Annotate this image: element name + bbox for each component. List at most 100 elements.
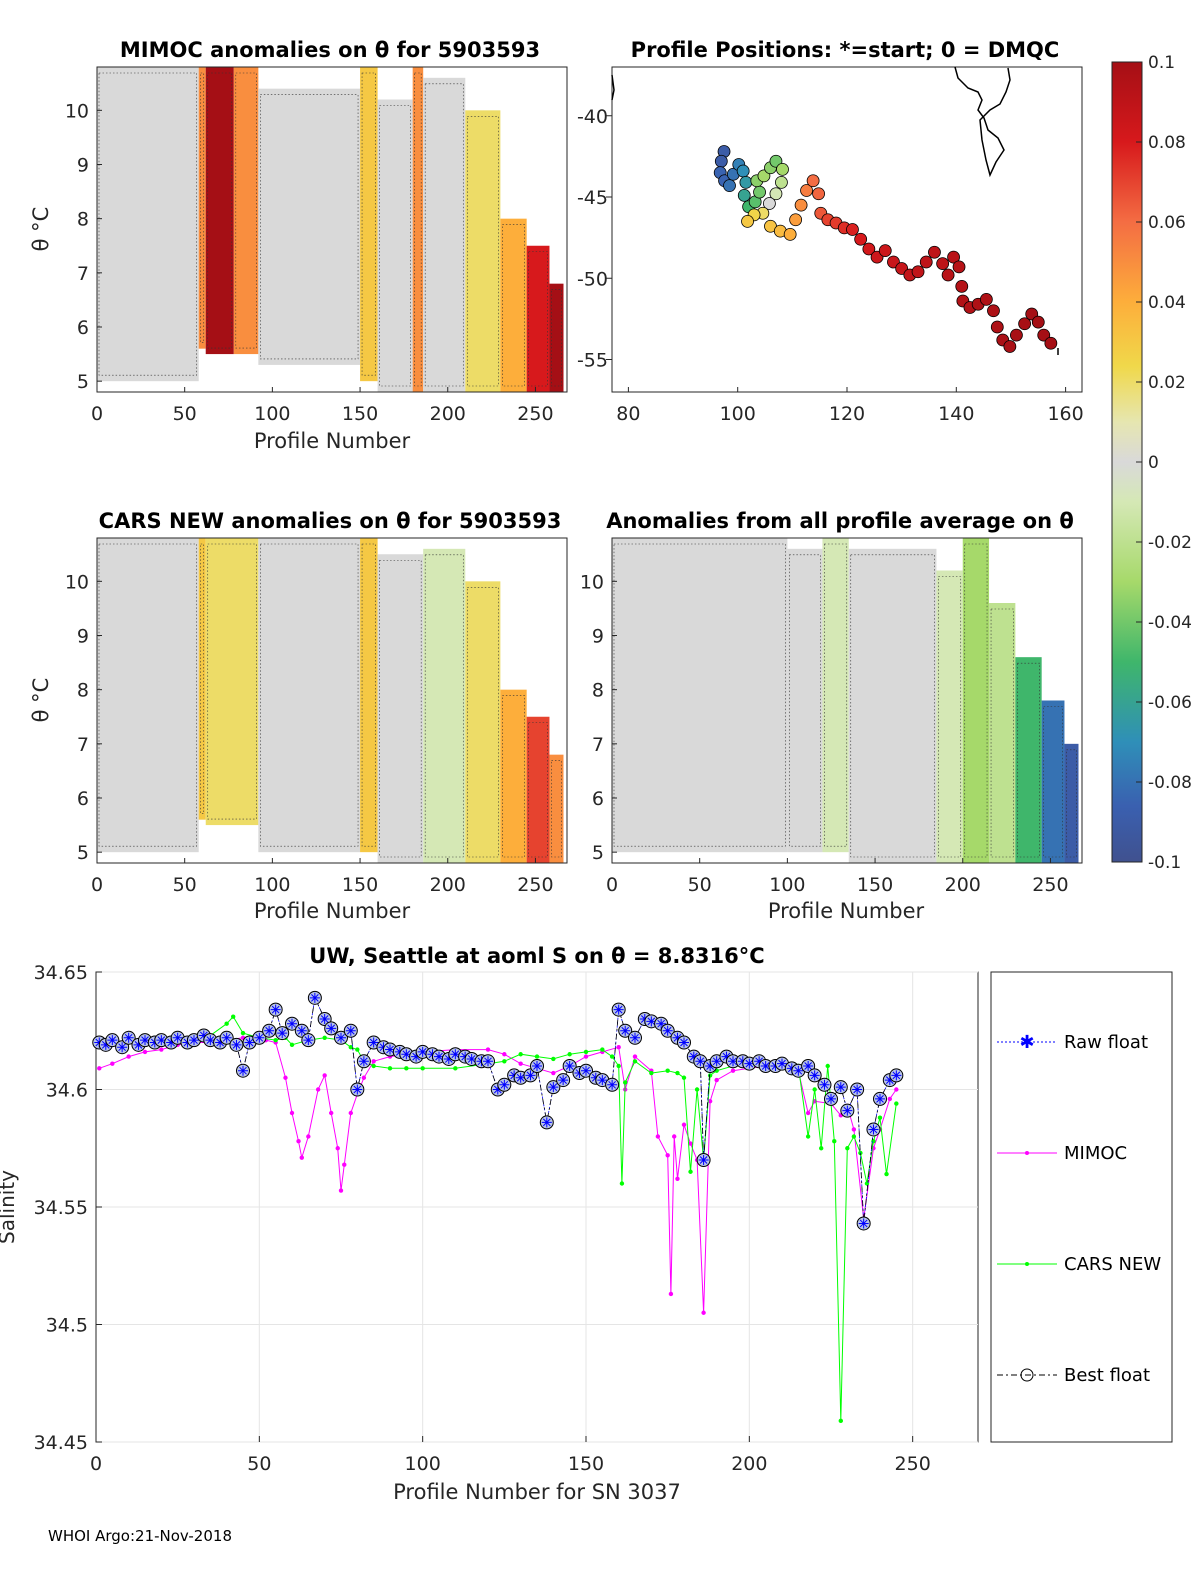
x-tick-label: 50 xyxy=(173,403,197,425)
raw-float-point xyxy=(721,1051,732,1062)
y-tick-label: -40 xyxy=(577,106,608,128)
series-point xyxy=(675,1070,680,1076)
series-point xyxy=(851,1127,857,1132)
series-point xyxy=(342,1162,347,1167)
raw-float-point xyxy=(777,1058,787,1069)
raw-float-point xyxy=(336,1032,346,1043)
raw-float-point xyxy=(819,1079,830,1090)
raw-float-point xyxy=(656,1018,667,1029)
position-point xyxy=(947,250,960,264)
series-point xyxy=(805,1110,811,1116)
position-point xyxy=(783,227,797,241)
series-point xyxy=(567,1052,572,1057)
legend-best-float: Best float xyxy=(997,1365,1150,1386)
y-tick-label: 8 xyxy=(77,680,89,702)
series-point xyxy=(665,1153,670,1158)
heatmap-cell xyxy=(412,67,424,392)
y-tick-label: 9 xyxy=(77,155,89,177)
raw-float-point xyxy=(434,1051,444,1062)
raw-float-point xyxy=(835,1082,846,1093)
raw-float-point xyxy=(499,1079,510,1090)
position-point xyxy=(739,175,753,189)
heatmap-cell xyxy=(198,67,206,349)
cars-panel: CARS NEW anomalies on θ for 5903593 0 50 1… xyxy=(29,509,568,923)
raw-float-point xyxy=(133,1039,144,1050)
raw-float-point xyxy=(352,1084,363,1095)
x-tick-label: 0 xyxy=(91,403,103,425)
series-point xyxy=(371,1063,376,1069)
heatmap-cell xyxy=(423,77,466,392)
raw-float-point xyxy=(620,1025,631,1036)
position-point xyxy=(762,197,776,210)
contour-line xyxy=(260,543,359,847)
raw-float-point xyxy=(277,1028,288,1039)
raw-float-point xyxy=(215,1037,226,1048)
position-point xyxy=(775,175,788,189)
x-tick-label: 250 xyxy=(895,1453,931,1475)
x-tick-label: 50 xyxy=(247,1453,271,1475)
contour-line xyxy=(502,695,525,858)
series-point xyxy=(420,1066,425,1071)
series-point xyxy=(322,1073,327,1078)
series-point xyxy=(518,1061,523,1066)
series-point xyxy=(299,1155,304,1160)
series-point xyxy=(583,1049,589,1055)
series-point xyxy=(338,1188,344,1193)
contour-line xyxy=(1017,662,1040,858)
series-point xyxy=(329,1110,334,1116)
salinity-grid xyxy=(96,971,978,1443)
raw-float-point xyxy=(803,1061,814,1071)
raw-float-point xyxy=(238,1065,248,1076)
raw-float-point xyxy=(809,1070,820,1081)
series-point xyxy=(159,1047,164,1052)
mimoc-panel: MIMOC anomalies on θ for 5903593 0 50 100 1… xyxy=(29,38,568,453)
heatmap-cell xyxy=(205,538,259,826)
series-point xyxy=(534,1054,540,1059)
heatmap-cell xyxy=(205,67,234,355)
series-point xyxy=(665,1068,670,1073)
raw-float-point xyxy=(558,1075,569,1086)
contour-line xyxy=(502,224,525,387)
series-point xyxy=(623,1080,628,1085)
raw-float-point xyxy=(728,1056,738,1067)
raw-float-point xyxy=(205,1035,216,1046)
x-tick-label: 250 xyxy=(1032,874,1068,896)
series-point xyxy=(714,1077,719,1083)
contour-line xyxy=(379,559,422,858)
series-point xyxy=(632,1059,638,1064)
series-point xyxy=(485,1047,491,1052)
series-point xyxy=(296,1139,301,1144)
y-tick-label: 34.45 xyxy=(34,1432,88,1454)
series-point xyxy=(616,1045,621,1050)
raw-float-point xyxy=(368,1037,379,1048)
raw-float-point xyxy=(662,1025,673,1036)
heatmap-cell xyxy=(822,538,849,853)
position-point xyxy=(736,164,750,178)
colorbar: 0.1 0.08 0.06 0.04 0.02 0 -0.02 -0.04 -0.06 -0.08… xyxy=(1111,53,1192,873)
raw-float-point xyxy=(166,1037,177,1048)
series-point xyxy=(681,1122,687,1127)
heatmap-cell xyxy=(1015,657,1042,863)
y-tick-label: -45 xyxy=(577,187,608,209)
x-tick-label: 50 xyxy=(688,874,712,896)
legend-label: Raw float xyxy=(1064,1032,1148,1053)
y-tick-label: 6 xyxy=(77,317,89,339)
raw-float-point xyxy=(231,1039,242,1050)
raw-float-point xyxy=(492,1084,503,1095)
contour-line xyxy=(528,722,548,858)
y-tick-label: 8 xyxy=(592,680,604,702)
raw-float-point xyxy=(646,1016,657,1027)
x-tick-label: 120 xyxy=(829,403,865,425)
y-tick-label: 5 xyxy=(77,842,89,864)
heatmap-cell xyxy=(465,110,501,392)
series-point xyxy=(707,1073,713,1078)
raw-float-point xyxy=(411,1051,422,1062)
salinity-xlabel: Profile Number for SN 3037 xyxy=(393,1480,681,1504)
y-tick-label: 34.55 xyxy=(34,1197,88,1219)
series-point xyxy=(502,1052,507,1057)
colorbar-tick-label: 0.1 xyxy=(1148,53,1175,73)
colorbar-tick-label: 0.06 xyxy=(1148,213,1186,233)
raw-float-point xyxy=(198,1030,209,1041)
raw-float-point xyxy=(358,1056,369,1067)
y-tick-label: 7 xyxy=(77,734,89,756)
